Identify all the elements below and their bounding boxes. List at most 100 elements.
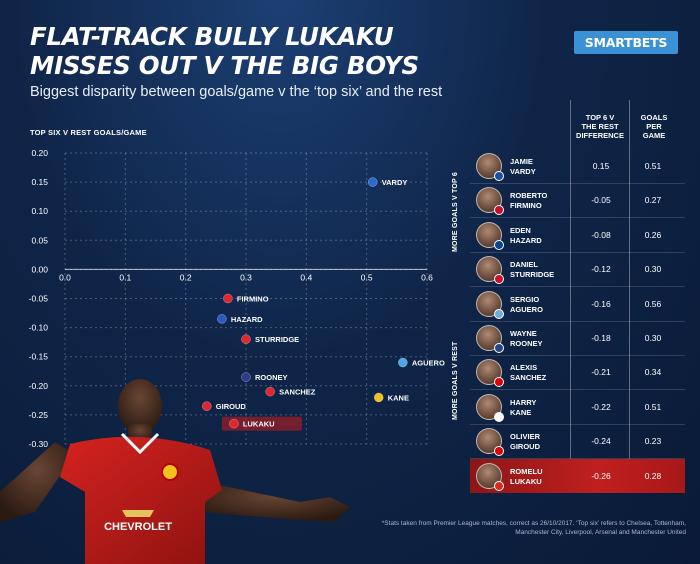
player-first-name: Wayne [510, 329, 537, 338]
player-last-name: Sturridge [510, 270, 555, 280]
difference-value: -0.16 [591, 298, 611, 309]
goals-per-game-value: 0.34 [644, 367, 662, 378]
goals-per-game-value: 0.51 [644, 161, 662, 171]
x-tick-label: 0.6 [421, 272, 433, 282]
player-last-name: Giroud [510, 442, 540, 452]
y-tick-label: 0.10 [31, 206, 48, 216]
page-title-line-1: Flat-track bully Lukaku [30, 22, 394, 51]
table-row: Romelu Lukaku -0.26 0.28 [470, 458, 685, 493]
table-row: Roberto Firmino -0.05 0.27 [470, 183, 685, 217]
player-last-name: Aguero [510, 304, 543, 314]
player-right-arm [200, 482, 350, 522]
player-name: Roberto Firmino [510, 191, 547, 211]
data-point [223, 293, 233, 304]
page-subtitle: Biggest disparity between goals/game v t… [30, 84, 443, 100]
player-name: Alexis Sanchez [510, 363, 546, 383]
y-tick-label: 0.20 [31, 148, 48, 158]
data-point-label: STURRIDGE [255, 335, 299, 344]
table-row-separator [470, 251, 685, 253]
scatter-chart: 0.20 0.15 0.10 0.05 0.00 -0.05 -0.10 -0.15 -0.20… [29, 148, 445, 449]
difference-value: -0.24 [591, 436, 611, 447]
data-point-label: KANE [388, 393, 409, 402]
player-avatar [476, 462, 504, 491]
table-row: Olivier Giroud -0.24 0.23 [470, 424, 685, 458]
table-row: Sergio Aguero -0.16 0.56 [470, 287, 685, 321]
table-row: Wayne Rooney -0.18 0.30 [470, 321, 685, 355]
club-badge-icon [494, 377, 504, 388]
data-point [202, 401, 212, 411]
player-avatar [476, 187, 504, 216]
data-point-label: AGUERO [412, 359, 445, 368]
y-tick-label: 0.00 [31, 264, 48, 274]
club-badge-icon [494, 480, 504, 491]
player-first-name: Jamie [510, 157, 533, 166]
difference-value: -0.22 [591, 401, 611, 412]
difference-value: -0.05 [591, 195, 611, 206]
player-left-arm [0, 442, 75, 522]
player-first-name: Romelu [510, 466, 543, 476]
club-badge-icon [494, 239, 504, 250]
player-avatar [476, 325, 504, 353]
data-point-label: FIRMINO [237, 295, 269, 304]
player-last-name: Rooney [510, 339, 543, 348]
player-name: Olivier Giroud [510, 432, 540, 452]
player-avatar [476, 428, 504, 457]
club-badge-icon [494, 308, 504, 319]
table-row: Daniel Sturridge -0.12 0.30 [470, 252, 685, 286]
player-last-name: Sanchez [510, 373, 547, 383]
player-head [118, 379, 162, 433]
col-header-goals-per-game: GOALS PER GAME [640, 113, 668, 140]
data-point-label: VARDY [382, 178, 408, 187]
data-point-label: LUKAKU [243, 420, 275, 429]
player-first-name: Sergio [510, 294, 540, 304]
player-name: Wayne Rooney [510, 329, 543, 349]
player-name: Eden Hazard [510, 226, 542, 246]
data-point-label: SANCHEZ [279, 388, 316, 397]
player-avatar [476, 153, 504, 181]
data-point [398, 357, 408, 368]
highlight-band [221, 416, 302, 431]
goals-per-game-value: 0.23 [644, 436, 662, 447]
y-tick-label: -0.20 [29, 381, 49, 391]
data-point [229, 418, 239, 429]
y-tick-label: -0.25 [29, 410, 49, 420]
difference-value: 0.15 [592, 161, 610, 171]
player-first-name: Daniel [510, 260, 538, 270]
data-point [373, 392, 384, 403]
table-row-separator [470, 320, 685, 322]
player-first-name: Harry [510, 397, 537, 407]
difference-value: -0.21 [591, 367, 611, 378]
shirt-collar [120, 432, 160, 455]
player-last-name: Kane [510, 407, 532, 417]
x-tick-label: 0.1 [119, 272, 131, 282]
chevrolet-bowtie-icon [122, 510, 154, 517]
player-avatar [476, 393, 504, 422]
difference-value: -0.26 [591, 470, 611, 481]
y-tick-label: 0.05 [31, 235, 48, 245]
table-row: Harry Kane -0.22 0.51 [470, 390, 685, 424]
club-badge-icon [494, 274, 504, 285]
player-name: Harry Kane [510, 398, 536, 418]
club-crest-icon [161, 463, 179, 481]
page-title: Flat-track bully Lukaku misses out v the… [30, 22, 419, 80]
shirt-sponsor: CHEVROLET [104, 521, 172, 533]
y-tick-label: -0.05 [29, 294, 49, 304]
player-first-name: Roberto [510, 191, 548, 201]
y-tick-label: -0.15 [29, 352, 49, 362]
player-first-name: Alexis [510, 363, 538, 373]
table-row: Jamie Vardy 0.15 0.51 [470, 149, 685, 183]
data-point [241, 334, 251, 344]
x-tick-label: 0.2 [180, 272, 192, 282]
data-point-label: GIROUD [216, 402, 247, 411]
player-avatar [476, 221, 504, 250]
x-tick-label: 0.4 [300, 272, 312, 282]
data-point [217, 314, 227, 324]
club-badge-icon [494, 205, 504, 216]
player-avatar [476, 359, 504, 388]
player-name: Romelu Lukaku [510, 467, 543, 487]
side-label-top6: MORE GOALS V TOP 6 [452, 172, 459, 252]
table-row: Alexis Sanchez -0.21 0.34 [470, 355, 685, 389]
y-tick-label: 0.15 [31, 177, 48, 187]
table-row-separator [470, 286, 685, 288]
table-divider-2 [629, 100, 630, 493]
